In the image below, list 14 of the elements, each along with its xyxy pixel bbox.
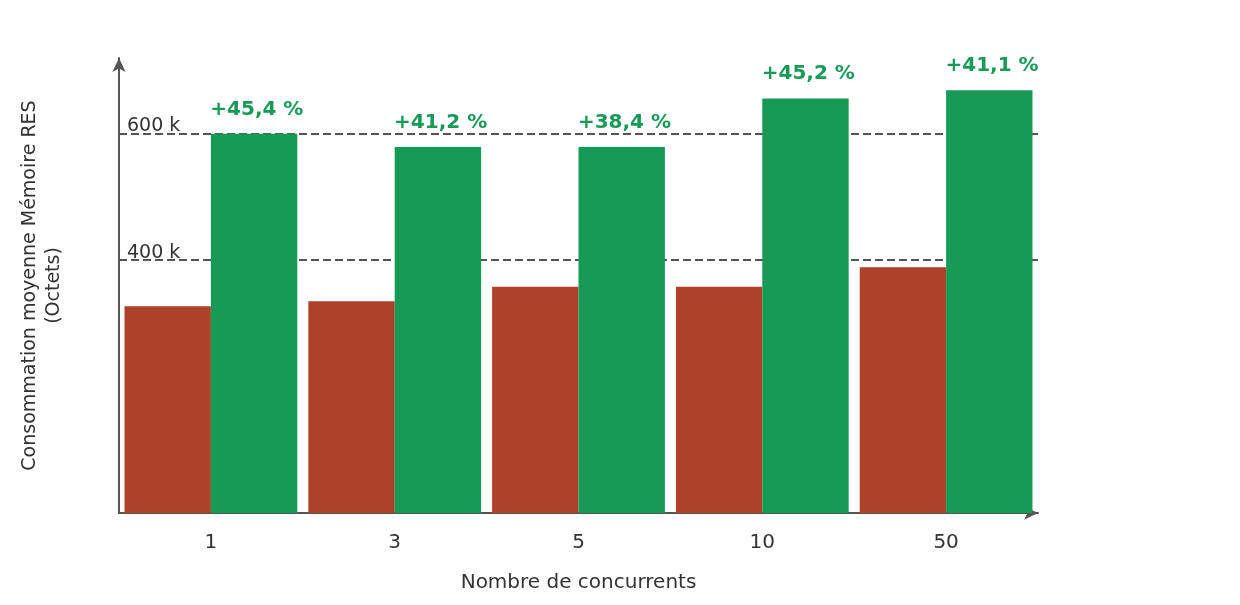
x-tick-label: 10 bbox=[749, 529, 776, 553]
y-tick-label: 400 k bbox=[127, 239, 181, 262]
x-tick-label: 1 bbox=[204, 529, 218, 553]
annotation: +41,2 % bbox=[394, 109, 488, 134]
annotation: +45,4 % bbox=[210, 95, 304, 120]
annotation: +45,2 % bbox=[761, 60, 855, 85]
x-tick-label: 50 bbox=[933, 529, 959, 553]
annotation: +38,4 % bbox=[577, 109, 671, 134]
y-axis-title: Consommation moyenne Mémoire RES (Octets) bbox=[17, 100, 63, 471]
x-tick-label: 3 bbox=[388, 529, 402, 553]
x-tick-label: 5 bbox=[572, 529, 585, 553]
annotation: +41,1 % bbox=[945, 52, 1039, 77]
y-tick-label: 600 k bbox=[127, 113, 181, 136]
x-axis-title: Nombre de concurrents bbox=[460, 569, 697, 593]
